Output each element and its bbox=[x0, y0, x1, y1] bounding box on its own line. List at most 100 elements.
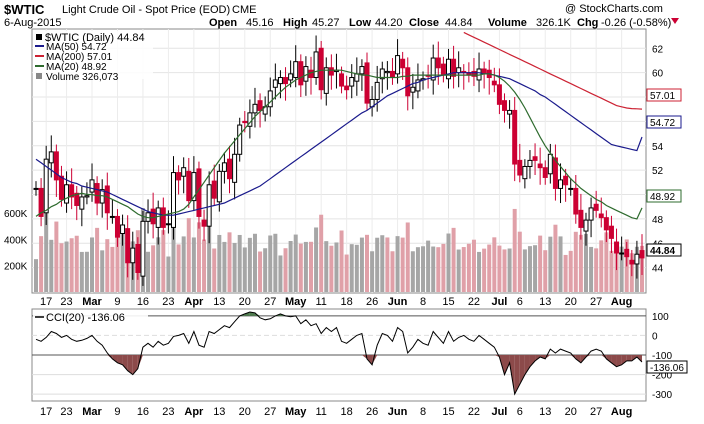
candle-body bbox=[379, 68, 385, 80]
candle-body bbox=[216, 170, 222, 203]
volume-bar bbox=[247, 237, 252, 292]
candle-body bbox=[634, 253, 640, 265]
candle-body bbox=[578, 209, 584, 228]
cci-oversold-fill bbox=[606, 355, 612, 363]
cci-oversold-fill bbox=[514, 355, 520, 395]
volume-bar bbox=[59, 243, 64, 292]
volume-bar bbox=[502, 249, 507, 292]
svg-text:54.72: 54.72 bbox=[650, 118, 675, 129]
ma200-line bbox=[463, 31, 643, 110]
candle-body bbox=[135, 243, 141, 274]
candle-body bbox=[522, 165, 528, 180]
price-tick-label: 60 bbox=[652, 69, 664, 80]
volume-bar bbox=[421, 246, 426, 292]
volume-bar bbox=[176, 244, 181, 292]
candle-body bbox=[313, 51, 319, 79]
candle-body bbox=[288, 73, 294, 81]
legend-ma50: MA(50) 54.72 bbox=[46, 42, 107, 53]
date-tick-label: 13 bbox=[213, 406, 225, 418]
cci-oversold-fill bbox=[122, 355, 128, 371]
candle-body bbox=[104, 185, 110, 214]
volume-bar bbox=[431, 246, 436, 292]
candle-body bbox=[598, 213, 604, 219]
candle-body bbox=[603, 217, 609, 231]
volume-bar bbox=[171, 220, 176, 292]
candle-body bbox=[583, 219, 589, 232]
legend-main: $WTIC (Daily) 44.84 bbox=[45, 32, 145, 44]
price-axis: 44464850525456586062 bbox=[652, 44, 664, 274]
date-tick-label: 18 bbox=[341, 296, 353, 308]
candle-body bbox=[430, 57, 436, 81]
volume-bar bbox=[64, 241, 69, 292]
candle-body bbox=[79, 196, 85, 210]
chg-value: -0.26 (-0.58%) bbox=[601, 17, 671, 29]
volume-bar bbox=[105, 239, 110, 292]
cci-oversold-fill bbox=[117, 355, 123, 365]
volume-bar bbox=[512, 208, 517, 292]
candle-body bbox=[267, 90, 273, 108]
candle-body bbox=[277, 77, 283, 85]
candle-body bbox=[38, 187, 44, 217]
candle-body bbox=[496, 84, 502, 105]
date-tick-label: May bbox=[285, 406, 307, 418]
candle-body bbox=[507, 109, 513, 115]
candle-body bbox=[160, 207, 166, 228]
date-tick-label: 13 bbox=[539, 406, 551, 418]
volume-bar bbox=[314, 227, 319, 292]
candle-body bbox=[237, 124, 243, 155]
volume-bar bbox=[604, 232, 609, 292]
volume-bar bbox=[146, 251, 151, 292]
cci-tick-label: -100 bbox=[652, 351, 672, 362]
volume-bar bbox=[324, 241, 329, 292]
candle-body bbox=[120, 224, 126, 235]
open-value: 45.16 bbox=[246, 17, 274, 29]
candle-body bbox=[155, 207, 161, 228]
volume-bar bbox=[390, 251, 395, 292]
legend-volume: Volume 326,073 bbox=[46, 72, 119, 83]
volume-bar bbox=[589, 246, 594, 292]
price-tick-label: 52 bbox=[652, 166, 664, 177]
legend-candle-icon bbox=[36, 34, 42, 40]
candle-body bbox=[405, 67, 411, 97]
candle-body bbox=[125, 228, 131, 264]
date-tick-label: 17 bbox=[40, 296, 52, 308]
svg-text:44.84: 44.84 bbox=[650, 246, 675, 257]
volume-bar bbox=[69, 238, 74, 292]
candle-body bbox=[440, 63, 446, 76]
volume-bar bbox=[415, 247, 420, 292]
cci-oversold-fill bbox=[361, 355, 368, 359]
candle-body bbox=[517, 159, 523, 176]
ma20-line bbox=[35, 69, 643, 220]
candle-body bbox=[109, 215, 115, 218]
date-tick-label: 20 bbox=[239, 296, 251, 308]
volume-bar bbox=[344, 254, 349, 292]
date-tick-label: 13 bbox=[539, 296, 551, 308]
volume-bar bbox=[252, 233, 257, 292]
volume-bar bbox=[115, 231, 120, 292]
volume-bar bbox=[594, 248, 599, 292]
candle-body bbox=[170, 172, 176, 228]
volume-label: Volume bbox=[488, 17, 527, 29]
candle-body bbox=[242, 120, 248, 124]
date-tick-label: 27 bbox=[590, 406, 602, 418]
volume-bar bbox=[380, 235, 385, 292]
volume-bar bbox=[354, 244, 359, 292]
ma20-badge: 48.92 bbox=[646, 189, 682, 203]
volume-bar bbox=[339, 230, 344, 292]
date-tick-label: 20 bbox=[565, 406, 577, 418]
volume-bar bbox=[451, 227, 456, 292]
volume-bar bbox=[426, 240, 431, 292]
candle-body bbox=[150, 208, 156, 225]
legend-ma20: MA(20) 48.92 bbox=[46, 62, 107, 73]
volume-bar bbox=[237, 234, 242, 292]
candle-body bbox=[614, 241, 620, 254]
volume-bar bbox=[196, 222, 201, 292]
ma200-badge: 57.01 bbox=[646, 88, 682, 102]
date-tick-label: Jun bbox=[388, 296, 408, 308]
volume-bar bbox=[359, 237, 364, 292]
volume-bar bbox=[497, 245, 502, 292]
candle-body bbox=[593, 203, 599, 211]
candle-body bbox=[629, 259, 635, 265]
volume-bar bbox=[583, 233, 588, 292]
